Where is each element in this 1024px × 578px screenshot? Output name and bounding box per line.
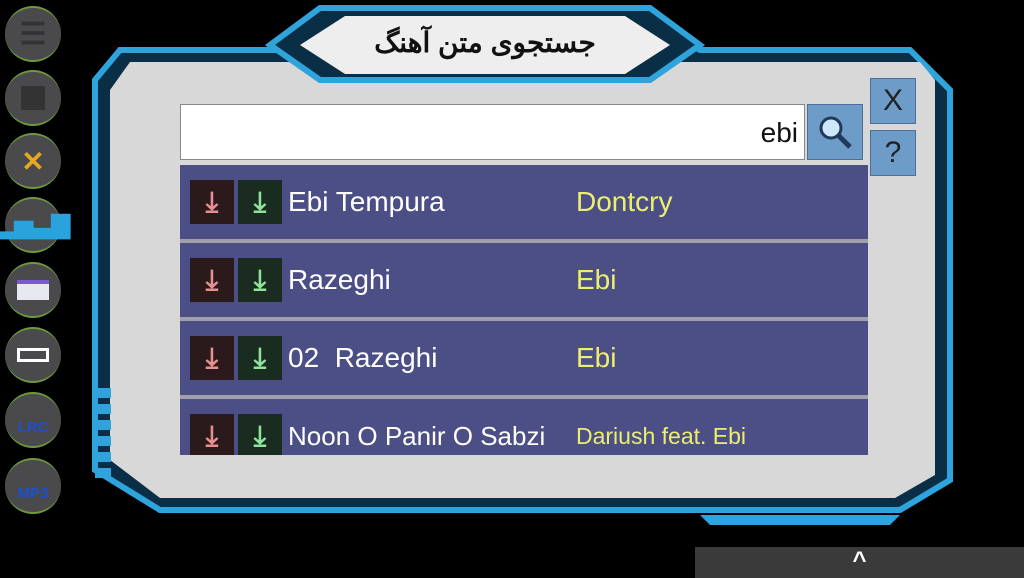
download-icon[interactable]: ⤓ — [238, 180, 282, 224]
download-lyrics-icon[interactable]: ⤓ — [190, 258, 234, 302]
song-artist: Ebi — [576, 264, 617, 295]
close-button[interactable]: X — [870, 78, 916, 124]
help-button[interactable]: ? — [870, 130, 916, 176]
song-title: Ebi Tempura — [288, 186, 445, 217]
menu-icon: ☰ — [19, 17, 47, 51]
equalizer-icon: ▂▅▃▇ — [0, 211, 70, 239]
stop-icon — [21, 86, 45, 110]
sparkle-button[interactable]: ✕ — [5, 133, 61, 189]
song-artist: Ebi — [576, 342, 617, 373]
radio-button[interactable] — [5, 262, 61, 318]
results-list[interactable]: ⤓ ⤓ Ebi Tempura Dontcry ⤓ ⤓ Razeghi Ebi ⤓ ⤓ 02 R… — [180, 165, 868, 455]
download-lyrics-icon[interactable]: ⤓ — [190, 414, 234, 455]
result-row[interactable]: ⤓ ⤓ Ebi Tempura Dontcry — [180, 165, 868, 239]
menu-button[interactable]: ☰ — [5, 6, 61, 62]
sparkle-icon: ✕ — [21, 145, 45, 177]
lrc-search-button[interactable]: LRC — [5, 392, 61, 448]
lrc-search-icon: LRC — [17, 418, 49, 436]
result-row[interactable]: ⤓ ⤓ 02 Razeghi Ebi — [180, 321, 868, 395]
song-artist: Dontcry — [576, 186, 673, 217]
download-icon[interactable]: ⤓ — [238, 258, 282, 302]
song-title: Razeghi — [288, 264, 391, 295]
screen-button[interactable] — [5, 327, 61, 383]
song-title: 02 Razeghi — [288, 342, 438, 373]
search-input[interactable]: ebi — [180, 104, 805, 160]
result-row[interactable]: ⤓ ⤓ Razeghi Ebi — [180, 243, 868, 317]
download-icon[interactable]: ⤓ — [238, 336, 282, 380]
mp3-search-button[interactable]: MP3 — [5, 458, 61, 514]
song-title: Noon O Panir O Sabzi — [288, 420, 546, 451]
dialog-title: جستجوی متن آهنگ — [374, 27, 596, 58]
download-icon[interactable]: ⤓ — [238, 414, 282, 455]
expand-bar[interactable]: ^ — [695, 547, 1024, 578]
download-lyrics-icon[interactable]: ⤓ — [190, 336, 234, 380]
equalizer-button[interactable]: ▂▅▃▇ — [0, 197, 70, 253]
download-lyrics-icon[interactable]: ⤓ — [190, 180, 234, 224]
mp3-search-icon: MP3 — [17, 484, 49, 502]
search-button[interactable] — [807, 104, 863, 160]
result-row[interactable]: ⤓ ⤓ Noon O Panir O Sabzi Dariush feat. Ebi — [180, 399, 868, 455]
song-artist: Dariush feat. Ebi — [576, 422, 747, 449]
screen-icon — [17, 348, 49, 362]
stop-button[interactable] — [5, 70, 61, 126]
search-icon — [819, 116, 852, 149]
radio-icon — [17, 280, 49, 300]
